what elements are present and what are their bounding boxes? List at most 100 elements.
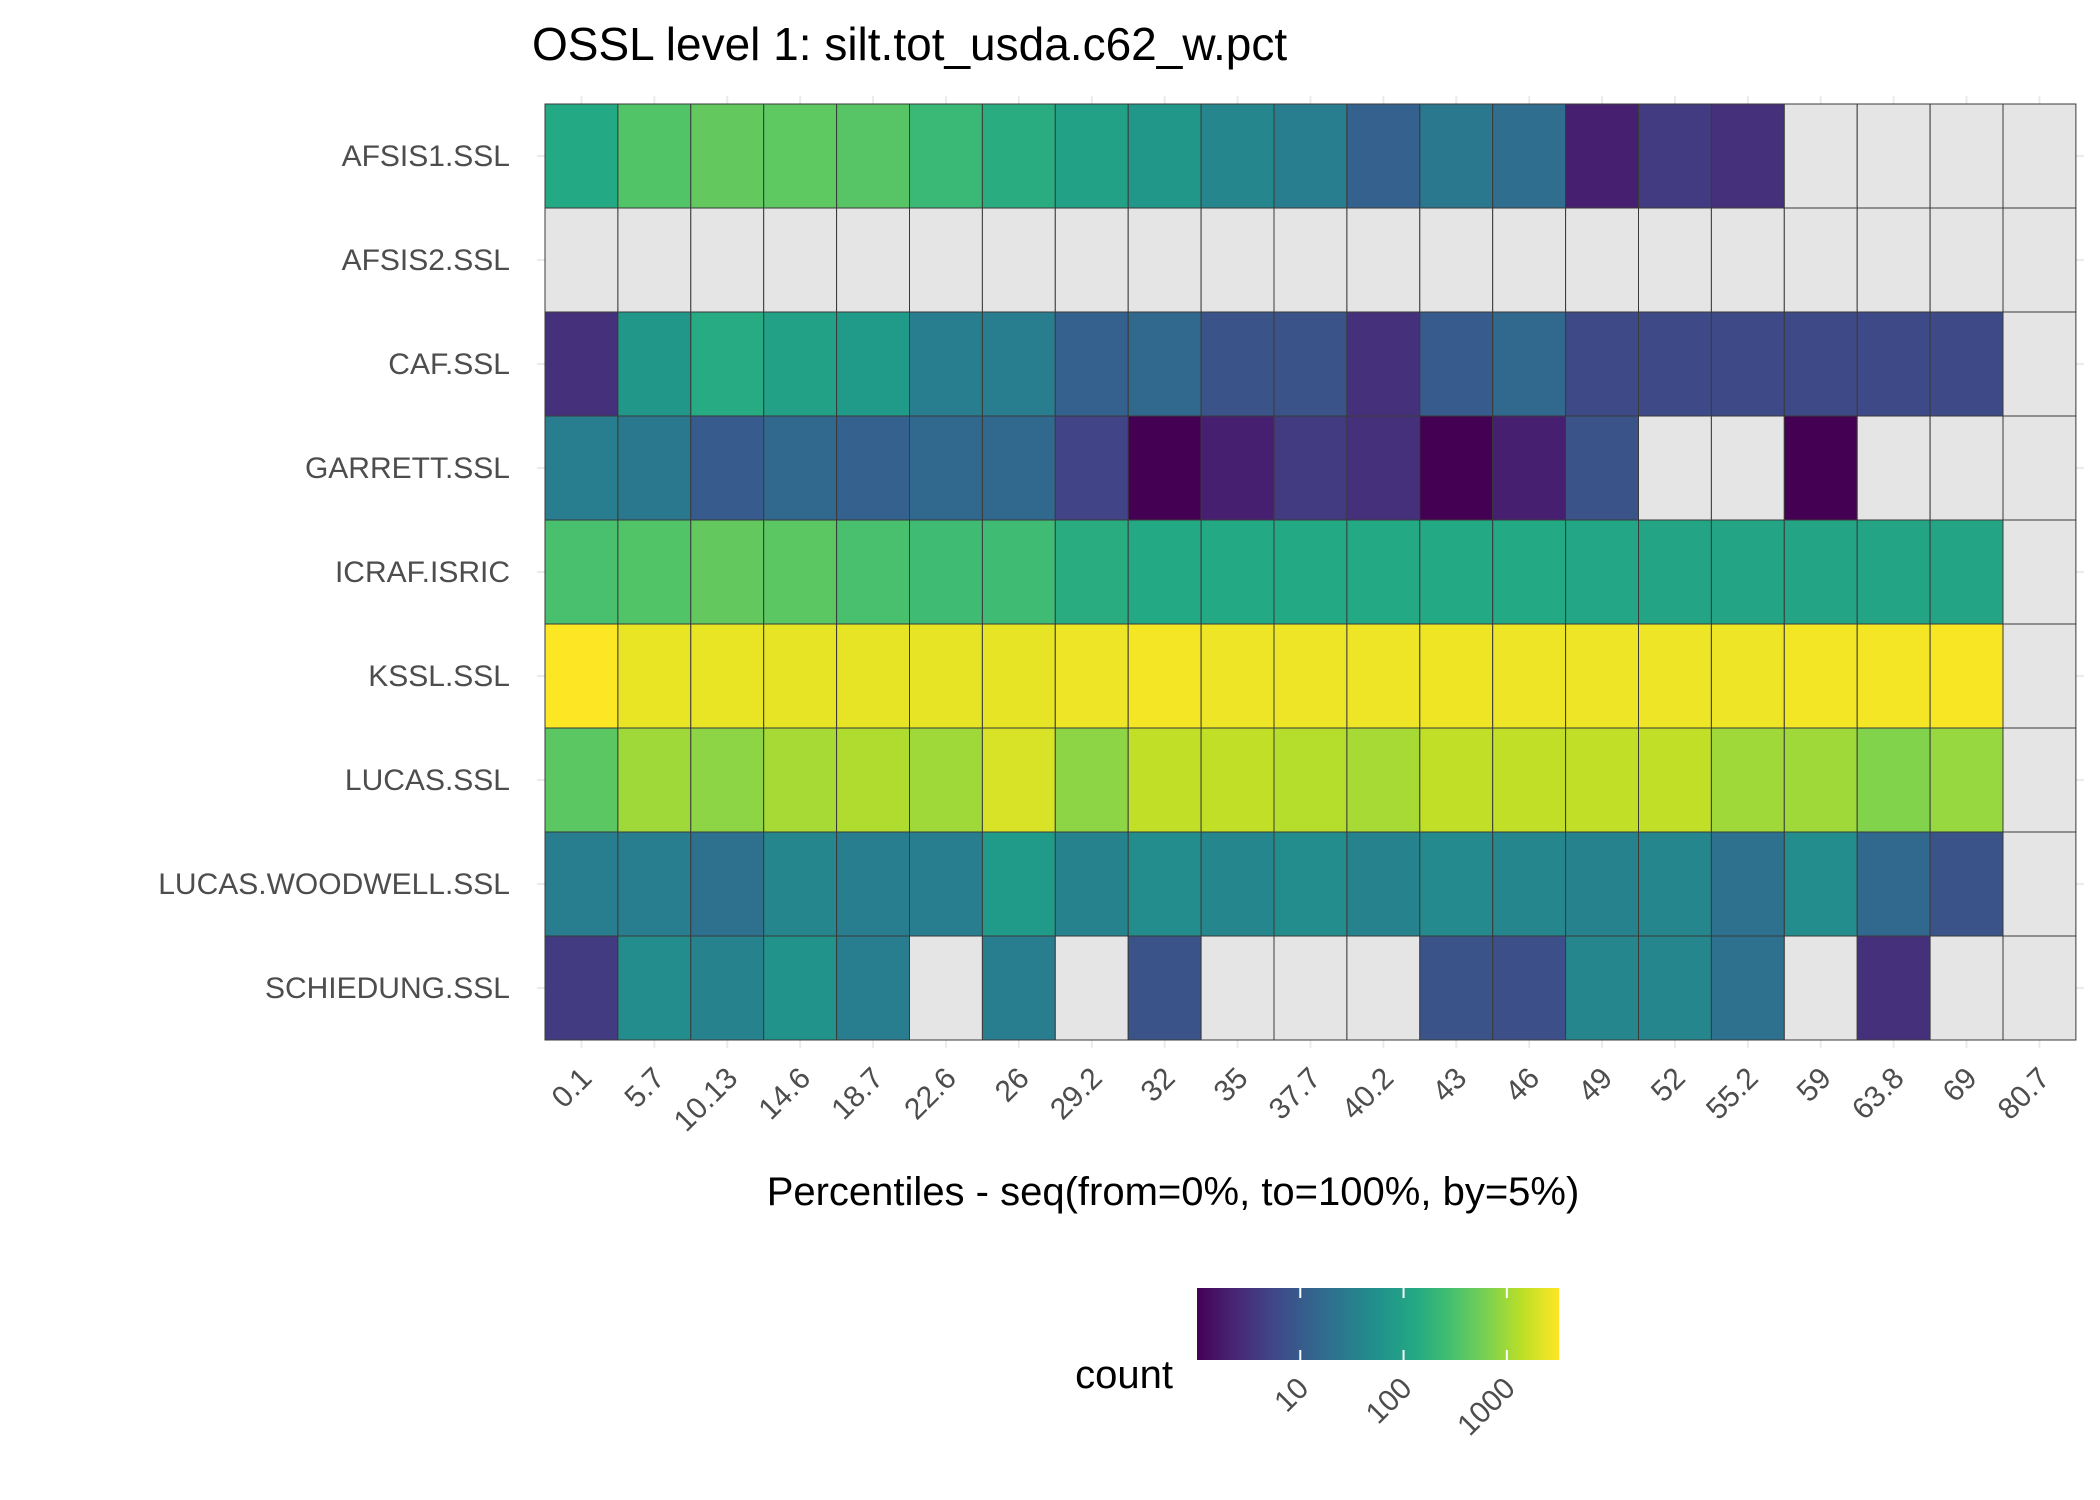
heatmap-cell [1929, 207, 2004, 313]
heatmap-cell [836, 935, 910, 1041]
heatmap-cell [1346, 415, 1421, 521]
heatmap-cell [690, 311, 765, 417]
heatmap-cell [690, 207, 765, 313]
x-axis-title: Percentiles - seq(from=0%, to=100%, by=5… [767, 1170, 1580, 1214]
heatmap-cell [617, 103, 692, 209]
heatmap-cell [1419, 935, 1494, 1041]
heatmap-cell [1273, 831, 1348, 937]
heatmap-cell [836, 207, 910, 313]
heatmap-cell [1127, 623, 1202, 729]
heatmap-cell [981, 207, 1056, 313]
heatmap-cell [617, 727, 692, 833]
heatmap-cell [1200, 935, 1275, 1041]
y-tick-label: GARRETT.SSL [305, 452, 510, 485]
heatmap-cell [1856, 415, 1931, 521]
heatmap-cell [836, 831, 910, 937]
x-tick-label: 80.7 [1992, 1062, 2057, 1127]
x-tick-label: 37.7 [1263, 1062, 1328, 1127]
heatmap-cell [1710, 311, 1785, 417]
legend-colorbar [1197, 1288, 1559, 1360]
heatmap-cell [1127, 415, 1202, 521]
heatmap-cell [2002, 727, 2077, 833]
heatmap-cell [1419, 103, 1494, 209]
heatmap-cell [981, 623, 1056, 729]
heatmap-cell [2002, 623, 2077, 729]
heatmap-cell [1783, 415, 1858, 521]
heatmap-cell [2002, 519, 2077, 625]
heatmap-cell [981, 831, 1056, 937]
heatmap-cell [1200, 519, 1275, 625]
heatmap-cell [1273, 727, 1348, 833]
heatmap-cell [1856, 935, 1931, 1041]
heatmap-cell [981, 935, 1056, 1041]
heatmap-cell [2002, 207, 2077, 313]
y-tick-label: LUCAS.SSL [345, 764, 510, 797]
heatmap-cell [1638, 519, 1712, 625]
heatmap-cell [763, 727, 838, 833]
heatmap-cell [1710, 727, 1785, 833]
heatmap-cell [1419, 207, 1494, 313]
heatmap-cell [909, 519, 983, 625]
heatmap-cell [763, 935, 838, 1041]
heatmap-cell [1346, 727, 1421, 833]
heatmap-cell [1492, 727, 1567, 833]
heatmap-cell [2002, 415, 2077, 521]
heatmap-cell [1638, 831, 1712, 937]
heatmap-cell [1419, 727, 1494, 833]
heatmap-cell [1492, 415, 1567, 521]
heatmap-cell [1929, 727, 2004, 833]
heatmap-cell [1127, 935, 1202, 1041]
heatmap-cell [1054, 831, 1129, 937]
x-tick-label: 32 [1135, 1062, 1182, 1109]
y-axis-labels: AFSIS1.SSL AFSIS2.SSL CAF.SSL GARRETT.SSL IC… [158, 140, 510, 1005]
heatmap-cell [1565, 103, 1639, 209]
heatmap-cell [1419, 623, 1494, 729]
x-axis-labels: 0.1 5.710.13 14.6 18.7 22.6 26 29.2 32 35 37.7 40.… [546, 1062, 2057, 1138]
heatmap-cell [763, 623, 838, 729]
heatmap-cell [617, 935, 692, 1041]
heatmap-cell [1565, 311, 1639, 417]
heatmap-cell [1783, 727, 1858, 833]
heatmap-cell [1856, 207, 1931, 313]
x-tick-label: 14.6 [752, 1062, 817, 1127]
heatmap-cell [1127, 831, 1202, 937]
heatmap-cell [1929, 831, 2004, 937]
heatmap-cell [1200, 623, 1275, 729]
heatmap-cell [1054, 103, 1129, 209]
x-tick-label: 43 [1426, 1062, 1473, 1109]
heatmap-cell [1054, 727, 1129, 833]
y-tick-label: AFSIS2.SSL [342, 244, 510, 277]
heatmap-cell [1054, 415, 1129, 521]
x-tick-label: 49 [1572, 1062, 1619, 1109]
heatmap-cell [909, 727, 983, 833]
x-tick-label: 63.8 [1846, 1062, 1911, 1127]
heatmap-cell [1419, 311, 1494, 417]
heatmap-cell [1638, 311, 1712, 417]
heatmap-cell [763, 415, 838, 521]
x-tick-label: 40.2 [1336, 1062, 1401, 1127]
heatmap-cell [1419, 519, 1494, 625]
heatmap-cell [544, 415, 619, 521]
heatmap-cell [836, 103, 910, 209]
heatmap-cell [763, 831, 838, 937]
heatmap-cell [1565, 415, 1639, 521]
heatmap-cell [836, 415, 910, 521]
heatmap-cell [690, 103, 765, 209]
heatmap-cell [1929, 519, 2004, 625]
heatmap-cell [1783, 623, 1858, 729]
heatmap-cell [2002, 311, 2077, 417]
x-tick-label: 52 [1645, 1062, 1692, 1109]
y-tick-label: SCHIEDUNG.SSL [265, 972, 510, 1005]
legend-tick-label: 100 [1360, 1372, 1419, 1431]
heatmap-cell [836, 311, 910, 417]
heatmap-cell [763, 207, 838, 313]
heatmap-cell [909, 935, 983, 1041]
x-tick-label: 18.7 [825, 1062, 890, 1127]
heatmap-cell [909, 415, 983, 521]
heatmap-cell [1419, 415, 1494, 521]
heatmap-cell [981, 727, 1056, 833]
heatmap-cell [1127, 519, 1202, 625]
x-tick-label: 55.2 [1700, 1062, 1765, 1127]
heatmap-cell [2002, 103, 2077, 209]
heatmap-cell [909, 831, 983, 937]
